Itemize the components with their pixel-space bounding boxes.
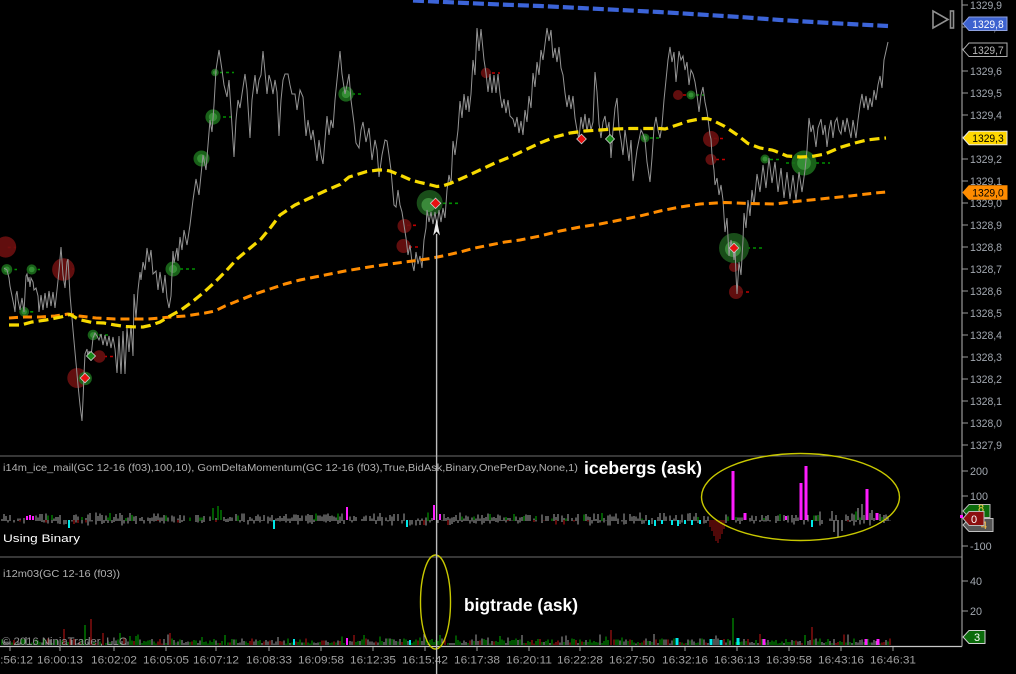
svg-text:8: 8 (978, 503, 984, 515)
svg-text:16:39:58: 16:39:58 (766, 655, 812, 667)
svg-text:© 2016 NinjaTrader, LLC: © 2016 NinjaTrader, LLC (2, 636, 127, 648)
svg-text:1328,7: 1328,7 (970, 264, 1002, 276)
svg-text:15:56:12: 15:56:12 (0, 655, 33, 667)
svg-text:bigtrade (ask): bigtrade (ask) (464, 595, 578, 615)
svg-text:1328,5: 1328,5 (970, 308, 1002, 320)
svg-text:16:27:50: 16:27:50 (609, 655, 655, 667)
svg-text:16:08:33: 16:08:33 (246, 655, 292, 667)
svg-text:20: 20 (970, 606, 982, 618)
svg-text:1328,8: 1328,8 (970, 242, 1002, 254)
svg-text:1329,9: 1329,9 (970, 0, 1002, 12)
svg-text:16:02:02: 16:02:02 (91, 655, 137, 667)
svg-text:1328,4: 1328,4 (970, 330, 1002, 342)
svg-text:i14m_ice_mail(GC 12-16 (f03),1: i14m_ice_mail(GC 12-16 (f03),100,10), Go… (3, 462, 578, 474)
svg-text:200: 200 (970, 466, 988, 478)
svg-text:16:36:13: 16:36:13 (714, 655, 760, 667)
svg-text:1329,4: 1329,4 (970, 110, 1002, 122)
svg-text:Using Binary: Using Binary (3, 533, 81, 545)
svg-text:1329,5: 1329,5 (970, 88, 1002, 100)
svg-text:1329,7: 1329,7 (972, 45, 1004, 57)
svg-text:16:43:16: 16:43:16 (818, 655, 864, 667)
svg-text:i12m03(GC 12-16 (f03)): i12m03(GC 12-16 (f03)) (3, 568, 120, 580)
svg-text:3: 3 (974, 632, 980, 644)
svg-text:1328,0: 1328,0 (970, 418, 1002, 430)
svg-text:100: 100 (970, 491, 988, 503)
svg-text:16:20:11: 16:20:11 (506, 655, 552, 667)
svg-text:1328,2: 1328,2 (970, 374, 1002, 386)
svg-text:16:17:38: 16:17:38 (454, 655, 500, 667)
svg-text:16:09:58: 16:09:58 (298, 655, 344, 667)
svg-text:16:12:35: 16:12:35 (350, 655, 396, 667)
svg-text:1329,3: 1329,3 (972, 133, 1004, 145)
svg-text:16:00:13: 16:00:13 (37, 655, 83, 667)
svg-text:1329,8: 1329,8 (972, 19, 1004, 31)
svg-text:40: 40 (970, 576, 982, 588)
svg-text:1329,0: 1329,0 (972, 188, 1004, 200)
svg-text:1328,6: 1328,6 (970, 286, 1002, 298)
svg-text:1328,9: 1328,9 (970, 220, 1002, 232)
svg-text:-100: -100 (970, 541, 992, 553)
svg-text:16:32:16: 16:32:16 (662, 655, 708, 667)
svg-text:16:05:05: 16:05:05 (143, 655, 189, 667)
svg-text:1329,1: 1329,1 (970, 176, 1002, 188)
svg-text:0: 0 (971, 514, 977, 526)
svg-text:16:46:31: 16:46:31 (870, 655, 916, 667)
svg-text:1327,9: 1327,9 (970, 440, 1002, 452)
svg-text:1329,2: 1329,2 (970, 154, 1002, 166)
svg-text:icebergs (ask): icebergs (ask) (584, 458, 702, 478)
svg-text:1329,0: 1329,0 (970, 198, 1002, 210)
svg-text:1329,6: 1329,6 (970, 66, 1002, 78)
svg-text:1328,3: 1328,3 (970, 352, 1002, 364)
svg-text:16:07:12: 16:07:12 (193, 655, 239, 667)
svg-text:16:15:42: 16:15:42 (402, 655, 448, 667)
svg-text:1328,1: 1328,1 (970, 396, 1002, 408)
svg-text:16:22:28: 16:22:28 (557, 655, 603, 667)
